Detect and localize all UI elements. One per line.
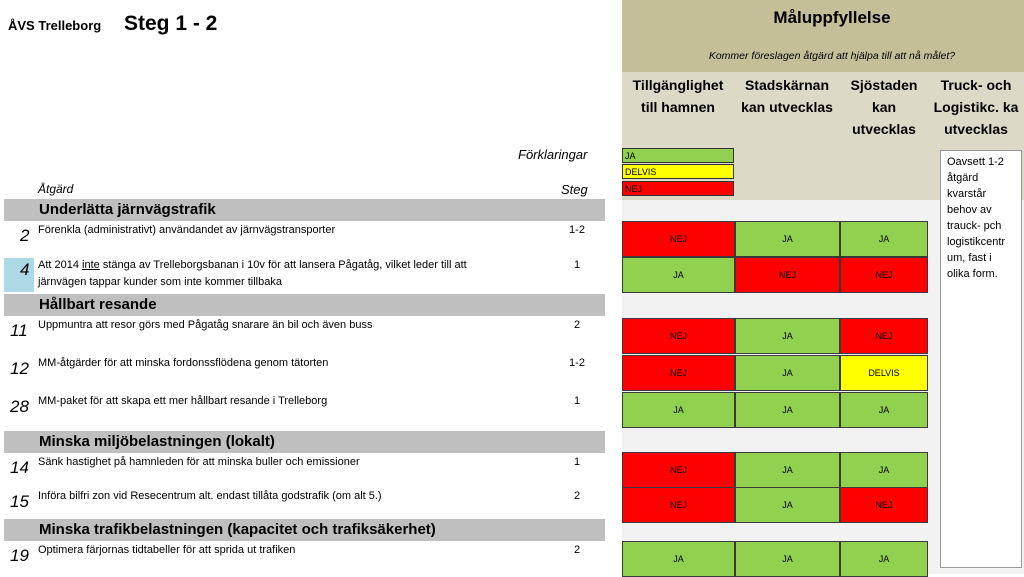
goal-column-header: Truck- och Logistikc. ka utvecklas (933, 77, 1019, 137)
row-step: 2 (573, 544, 581, 556)
column-header-atgard: Åtgärd (38, 182, 74, 196)
rating-cell: NEJ (622, 452, 735, 488)
rating-cell: JA (735, 487, 840, 523)
rating-cell: JA (735, 541, 840, 577)
row-step: 2 (573, 490, 581, 502)
row-number: 4 (20, 260, 30, 279)
rating-cell: JA (735, 355, 840, 391)
row-description: Att 2014 inte stänga av Trelleborgsbanan… (38, 259, 467, 288)
row-step: 1 (573, 259, 581, 271)
goal-column-header: Stadskärnan kan utvecklas (741, 77, 833, 115)
goal-column-header: Tillgänglighet till hamnen (632, 77, 724, 115)
legend-item-ja: JA (622, 148, 734, 163)
rating-cell: JA (735, 221, 840, 257)
row-number: 19 (10, 546, 29, 565)
row-number: 15 (10, 492, 29, 511)
row-step: 1 (573, 456, 581, 468)
rating-cell: JA (735, 318, 840, 354)
row-description: MM-paket för att skapa ett mer hållbart … (38, 395, 328, 407)
row-number-highlight (4, 258, 34, 292)
row-step: 1 (573, 395, 581, 407)
row-step: 1-2 (569, 224, 585, 236)
legend-title: Förklaringar (518, 147, 588, 162)
rating-cell: NEJ (735, 257, 840, 293)
row-description: Sänk hastighet på hamnleden för att mins… (38, 456, 360, 468)
note-box: Oavsett 1-2 åtgärd kvarstår behov av trauck… (940, 150, 1022, 568)
rating-cell: JA (622, 392, 735, 428)
rating-cell: NEJ (622, 355, 735, 391)
section-header: Underlätta järnvägstrafik (4, 199, 605, 221)
row-description: Införa bilfri zon vid Resecentrum alt. e… (38, 490, 382, 502)
row-description: Förenkla (administrativt) användandet av… (38, 224, 336, 236)
rating-cell: JA (622, 257, 735, 293)
rating-cell: JA (622, 541, 735, 577)
rating-cell: NEJ (622, 221, 735, 257)
document-org: ÅVS Trelleborg (8, 18, 102, 33)
row-number: 28 (10, 397, 29, 416)
section-header: Minska miljöbelastningen (lokalt) (4, 431, 605, 453)
rating-cell: NEJ (622, 318, 735, 354)
rating-cell: JA (840, 392, 928, 428)
section-header: Minska trafikbelastningen (kapacitet och… (4, 519, 605, 541)
goal-column-header: Sjöstaden kan utvecklas (850, 77, 918, 137)
legend-item-nej: NEJ (622, 181, 734, 196)
rating-cell: NEJ (840, 318, 928, 354)
goal-subtitle: Kommer föreslagen åtgärd att hjälpa till… (708, 50, 956, 62)
row-step: 1-2 (569, 357, 585, 369)
rating-cell: JA (840, 452, 928, 488)
row-description: Optimera färjornas tidtabeller för att s… (38, 544, 296, 556)
goal-header-panel (622, 0, 1024, 72)
rating-cell: JA (735, 392, 840, 428)
rating-cell: JA (840, 221, 928, 257)
rating-cell: NEJ (622, 487, 735, 523)
row-description: Uppmuntra att resor görs med Pågatåg sna… (38, 319, 373, 331)
section-header: Hållbart resande (4, 294, 605, 316)
rating-cell: JA (735, 452, 840, 488)
goal-title: Måluppfyllelse (773, 8, 891, 27)
row-description: MM-åtgärder för att minska fordonssflöde… (38, 357, 329, 369)
rating-cell: DELVIS (840, 355, 928, 391)
document-step-title: Steg 1 - 2 (124, 12, 218, 35)
row-number: 2 (20, 226, 30, 245)
row-number: 12 (10, 359, 29, 378)
row-step: 2 (573, 319, 581, 331)
row-number: 11 (10, 321, 28, 340)
legend-item-delvis: DELVIS (622, 164, 734, 179)
rating-cell: JA (840, 541, 928, 577)
column-header-steg: Steg (561, 182, 588, 197)
rating-cell: NEJ (840, 257, 928, 293)
rating-cell: NEJ (840, 487, 928, 523)
row-number: 14 (10, 458, 29, 477)
